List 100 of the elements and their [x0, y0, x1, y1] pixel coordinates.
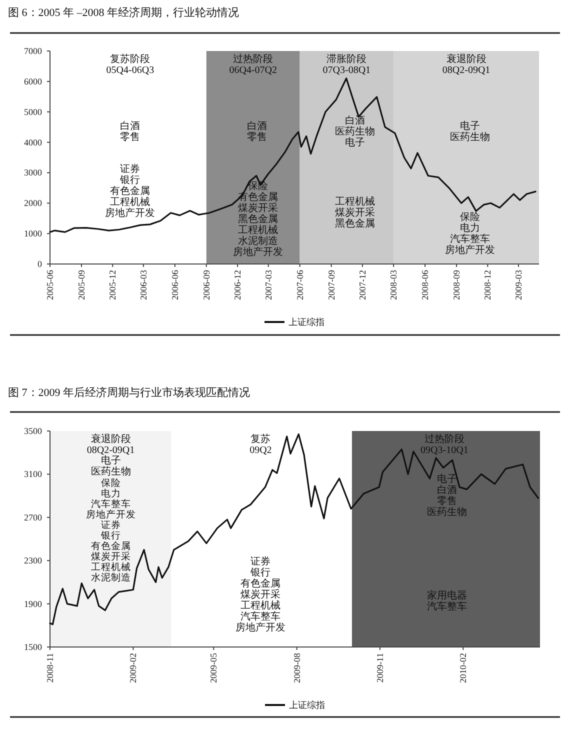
annotation: 白酒 — [345, 114, 366, 126]
annotation: 黑色金属 — [238, 212, 278, 225]
annotation: 零售 — [436, 494, 457, 507]
y-tick-label: 5000 — [24, 106, 42, 117]
annotation: 证券 — [250, 556, 271, 568]
annotation: 复苏 — [250, 433, 271, 446]
y-tick-label: 3000 — [24, 168, 42, 178]
annotation: 煤炭开采 — [90, 550, 131, 562]
annotation: 医药生物 — [335, 125, 376, 138]
annotation: 银行 — [100, 530, 121, 542]
y-tick-label: 1500 — [24, 642, 42, 652]
x-tick-label: 2009-02 — [128, 653, 138, 683]
x-tick-label: 2009-03 — [513, 270, 524, 300]
x-tick-label: 2007-06 — [294, 270, 305, 300]
annotation: 电子 — [100, 454, 121, 467]
x-tick-label: 2005-12 — [108, 270, 118, 300]
x-tick-label: 2006-09 — [201, 270, 212, 300]
x-tick-label: 2008-06 — [420, 270, 430, 300]
annotation: 05Q4-06Q3 — [106, 65, 154, 76]
annotation: 汽车整车 — [426, 600, 467, 613]
annotation: 白酒 — [246, 120, 267, 132]
annotation: 汽车整车 — [90, 498, 131, 510]
y-tick-label: 4000 — [24, 137, 42, 148]
band-label: 过热阶段 09Q3-10Q1 — [420, 433, 468, 456]
annotation: 零售 — [246, 130, 267, 143]
x-tick-label: 2009-11 — [374, 653, 385, 683]
annotation: 银行 — [119, 175, 140, 186]
x-tick-label: 2006-03 — [138, 270, 148, 300]
annotation: 白酒 — [436, 484, 457, 496]
annotation: 保险 — [460, 211, 480, 224]
annotation: 电子 — [460, 120, 480, 132]
annotation: 电子 — [345, 136, 366, 148]
y-tick-label: 0 — [38, 259, 42, 269]
chart-title: 图 6：2005 年 –2008 年经济周期，行业轮动情况 — [8, 6, 239, 19]
line-series — [49, 78, 536, 233]
annotation: 家用电器 — [426, 590, 467, 602]
band-label: 衰退阶段 08Q2-09Q1 — [442, 53, 490, 76]
y-tick-label: 1000 — [24, 228, 42, 239]
annotation: 医药生物 — [426, 506, 467, 518]
y-tick-label: 6000 — [24, 76, 42, 86]
x-tick-label: 2009-08 — [292, 652, 302, 683]
annotation: 有色金属 — [240, 578, 281, 590]
y-tick-label: 3100 — [24, 469, 42, 480]
annotation: 水泥制造 — [238, 234, 278, 247]
y-tick-label: 1900 — [24, 598, 42, 609]
x-tick-label: 2006-12 — [232, 270, 243, 300]
x-tick-label: 2008-03 — [388, 270, 399, 300]
annotation: 电子 — [436, 472, 457, 485]
annotation: 煤炭开采 — [240, 588, 281, 601]
annotation: 09Q2 — [250, 445, 272, 456]
y-tick-label: 2700 — [24, 512, 42, 522]
annotation: 房地产开发 — [445, 244, 496, 256]
annotation: 水泥制造 — [90, 571, 131, 584]
annotation: 电力 — [100, 487, 121, 500]
x-tick-label: 2005-06 — [45, 270, 55, 300]
y-tick-label: 2300 — [24, 556, 42, 566]
annotation: 零售 — [120, 130, 140, 143]
annotation: 工程机械 — [240, 600, 281, 612]
x-tick-label: 2007-03 — [263, 270, 274, 300]
legend-label: 上证综指 — [289, 700, 325, 710]
x-tick-label: 2006-06 — [170, 270, 180, 300]
x-tick-label: 2005-09 — [76, 270, 86, 300]
band-label: 过热阶段 06Q4-07Q2 — [229, 53, 277, 76]
annotation: 工程机械 — [110, 196, 150, 208]
annotation: 电力 — [460, 222, 480, 234]
band-label: 衰退阶段 08Q2-09Q1 — [86, 433, 135, 456]
annotation: 房地产开发 — [86, 508, 136, 520]
x-tick-label: 2008-09 — [452, 270, 462, 300]
x-tick-label: 2008-11 — [45, 653, 55, 683]
y-tick-label: 2000 — [24, 198, 42, 208]
y-tick-label: 7000 — [24, 46, 42, 56]
annotation: 房地产开发 — [105, 207, 156, 220]
chart-title: 图 7：2009 年后经济周期与行业市场表现匹配情况 — [8, 386, 250, 399]
annotation: 黑色金属 — [335, 217, 376, 230]
x-tick-label: 2009-05 — [208, 652, 219, 683]
annotation: 工程机械 — [238, 224, 278, 236]
band-label: 滞胀阶段 07Q3-08Q1 — [322, 53, 371, 76]
annotation: 煤炭开采 — [335, 206, 376, 218]
annotation: 房地产开发 — [236, 622, 286, 634]
annotation: 房地产开发 — [232, 246, 283, 258]
x-tick-label: 2008-12 — [482, 270, 493, 300]
x-tick-label: 2007-09 — [326, 270, 336, 300]
annotation: 白酒 — [120, 120, 140, 132]
annotation: 证券 — [120, 163, 140, 176]
annotation: 有色金属 — [90, 540, 131, 552]
annotation: 医药生物 — [450, 130, 490, 143]
annotation: 煤炭开采 — [238, 202, 278, 214]
annotation: 汽车整车 — [240, 610, 281, 623]
annotation: 复苏阶段 — [110, 53, 150, 66]
annotation: 汽车整车 — [450, 233, 490, 246]
y-tick-label: 3500 — [24, 426, 42, 436]
annotation: 证券 — [100, 518, 121, 531]
annotation: 银行 — [250, 568, 271, 579]
annotation: 工程机械 — [335, 195, 376, 208]
x-tick-label: 2010-02 — [458, 653, 468, 683]
annotation: 保险 — [100, 476, 121, 489]
annotation: 医药生物 — [90, 466, 131, 478]
annotation: 有色金属 — [110, 185, 150, 198]
legend-label: 上证综指 — [288, 317, 324, 327]
x-tick-label: 2007-12 — [357, 270, 368, 300]
